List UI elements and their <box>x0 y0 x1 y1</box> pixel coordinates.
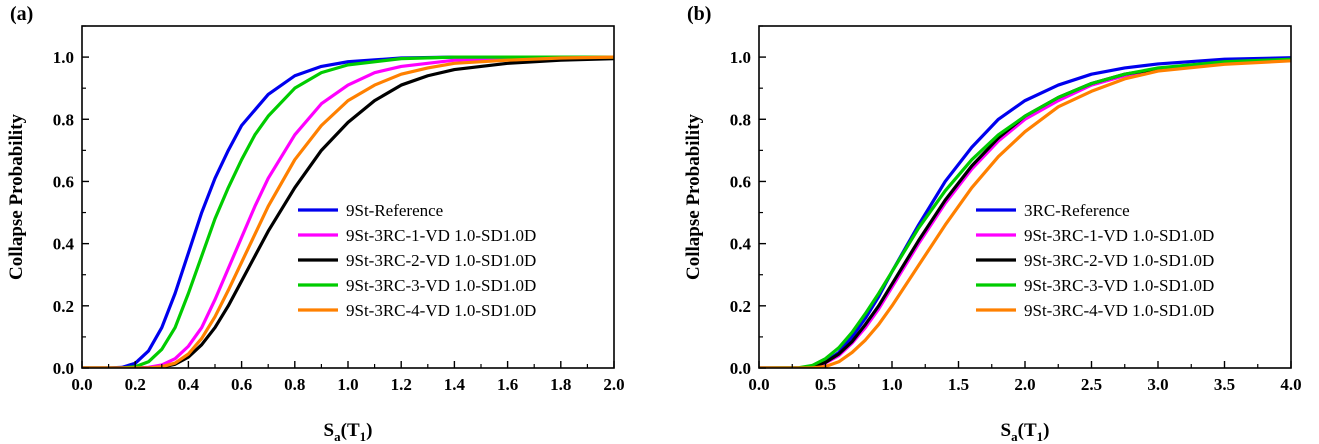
x-axis-title-part: S <box>324 420 335 441</box>
x-tick-label: 1.8 <box>550 375 571 394</box>
x-axis-title-part: a <box>334 429 341 444</box>
y-axis-title: Collapse Probability <box>6 114 27 280</box>
x-tick-label: 2.5 <box>1081 375 1102 394</box>
x-axis-title-part: (T <box>1018 420 1037 441</box>
x-axis-title: Sa(T1) <box>1001 420 1050 444</box>
legend-entry: 9St-3RC-4-VD 1.0-SD1.0D <box>1024 301 1214 320</box>
x-axis-title-part: 1 <box>360 429 367 444</box>
x-axis-title-part: S <box>1001 420 1012 441</box>
chart-panel-b: (b) 0.0 0.5 1.0 1.5 2.0 2.5 3.0 3.5 4.0 0.0 0.2 0.4 0… <box>683 3 1302 444</box>
legend: 3RC-Reference 9St-3RC-1-VD 1.0-SD1.0D 9St-… <box>976 201 1214 320</box>
x-tick-label: 0.8 <box>284 375 305 394</box>
x-axis-title-part: ) <box>366 420 372 441</box>
x-axis-title-part: ) <box>1043 420 1049 441</box>
y-tick-label: 0.2 <box>53 297 74 316</box>
y-tick-label: 0.6 <box>53 172 74 191</box>
legend-entry: 9St-3RC-1-VD 1.0-SD1.0D <box>1024 226 1214 245</box>
x-axis-title-part: a <box>1011 429 1018 444</box>
x-tick-label: 1.6 <box>497 375 518 394</box>
x-tick-label: 0.5 <box>815 375 836 394</box>
x-tick-label: 1.0 <box>337 375 358 394</box>
x-tick-label: 1.2 <box>391 375 412 394</box>
legend-entry: 3RC-Reference <box>1024 201 1130 220</box>
y-axis-title: Collapse Probability <box>683 114 704 280</box>
legend-entry: 9St-3RC-3-VD 1.0-SD1.0D <box>1024 276 1214 295</box>
x-tick-label: 2.0 <box>1014 375 1035 394</box>
series-line-5 <box>82 55 614 368</box>
legend-entry: 9St-3RC-3-VD 1.0-SD1.0D <box>346 276 536 295</box>
x-tick-label: 3.0 <box>1147 375 1168 394</box>
x-tick-label: 1.5 <box>948 375 969 394</box>
legend-entry: 9St-Reference <box>346 201 443 220</box>
panel-label: (b) <box>687 3 711 25</box>
legend-entry: 9St-3RC-2-VD 1.0-SD1.0D <box>346 251 536 270</box>
legend-entry: 9St-3RC-2-VD 1.0-SD1.0D <box>1024 251 1214 270</box>
y-tick-label: 0.0 <box>730 359 751 378</box>
x-axis-title: Sa(T1) <box>324 420 373 444</box>
y-tick-label: 0.8 <box>730 110 751 129</box>
series-line-2 <box>82 55 614 368</box>
y-tick-label: 0.6 <box>730 172 751 191</box>
x-axis-title-part: (T <box>341 420 360 441</box>
x-tick-label: 0.0 <box>71 375 92 394</box>
y-tick-label: 0.8 <box>53 110 74 129</box>
x-tick-label: 3.5 <box>1214 375 1235 394</box>
series-lines <box>759 56 1291 368</box>
y-tick-label: 0.0 <box>53 359 74 378</box>
x-axis-title-part: 1 <box>1037 429 1044 444</box>
y-tick-label: 0.4 <box>730 235 752 254</box>
series-lines <box>82 55 614 368</box>
series-line-5 <box>759 59 1291 368</box>
legend-entry: 9St-3RC-4-VD 1.0-SD1.0D <box>346 301 536 320</box>
chart-panel-a: (a) 0.0 0.2 0.4 0.6 0.8 1.0 1.2 1.4 1.6 1.8 2.0 0.0 0… <box>6 3 625 444</box>
x-tick-label: 1.0 <box>881 375 902 394</box>
legend: 9St-Reference 9St-3RC-1-VD 1.0-SD1.0D 9St-… <box>298 201 536 320</box>
y-tick-label: 0.4 <box>53 235 75 254</box>
y-tick-label: 1.0 <box>53 48 74 67</box>
x-tick-label: 0.4 <box>178 375 200 394</box>
y-tick-label: 1.0 <box>730 48 751 67</box>
x-tick-label: 0.0 <box>748 375 769 394</box>
x-tick-label: 1.4 <box>444 375 466 394</box>
x-tick-label: 0.2 <box>125 375 146 394</box>
y-tick-label: 0.2 <box>730 297 751 316</box>
x-tick-label: 0.6 <box>231 375 252 394</box>
legend-entry: 9St-3RC-1-VD 1.0-SD1.0D <box>346 226 536 245</box>
x-tick-label: 2.0 <box>603 375 624 394</box>
series-line-4 <box>82 55 614 368</box>
series-line-4 <box>759 57 1291 368</box>
panel-label: (a) <box>10 3 33 25</box>
x-tick-label: 4.0 <box>1280 375 1301 394</box>
